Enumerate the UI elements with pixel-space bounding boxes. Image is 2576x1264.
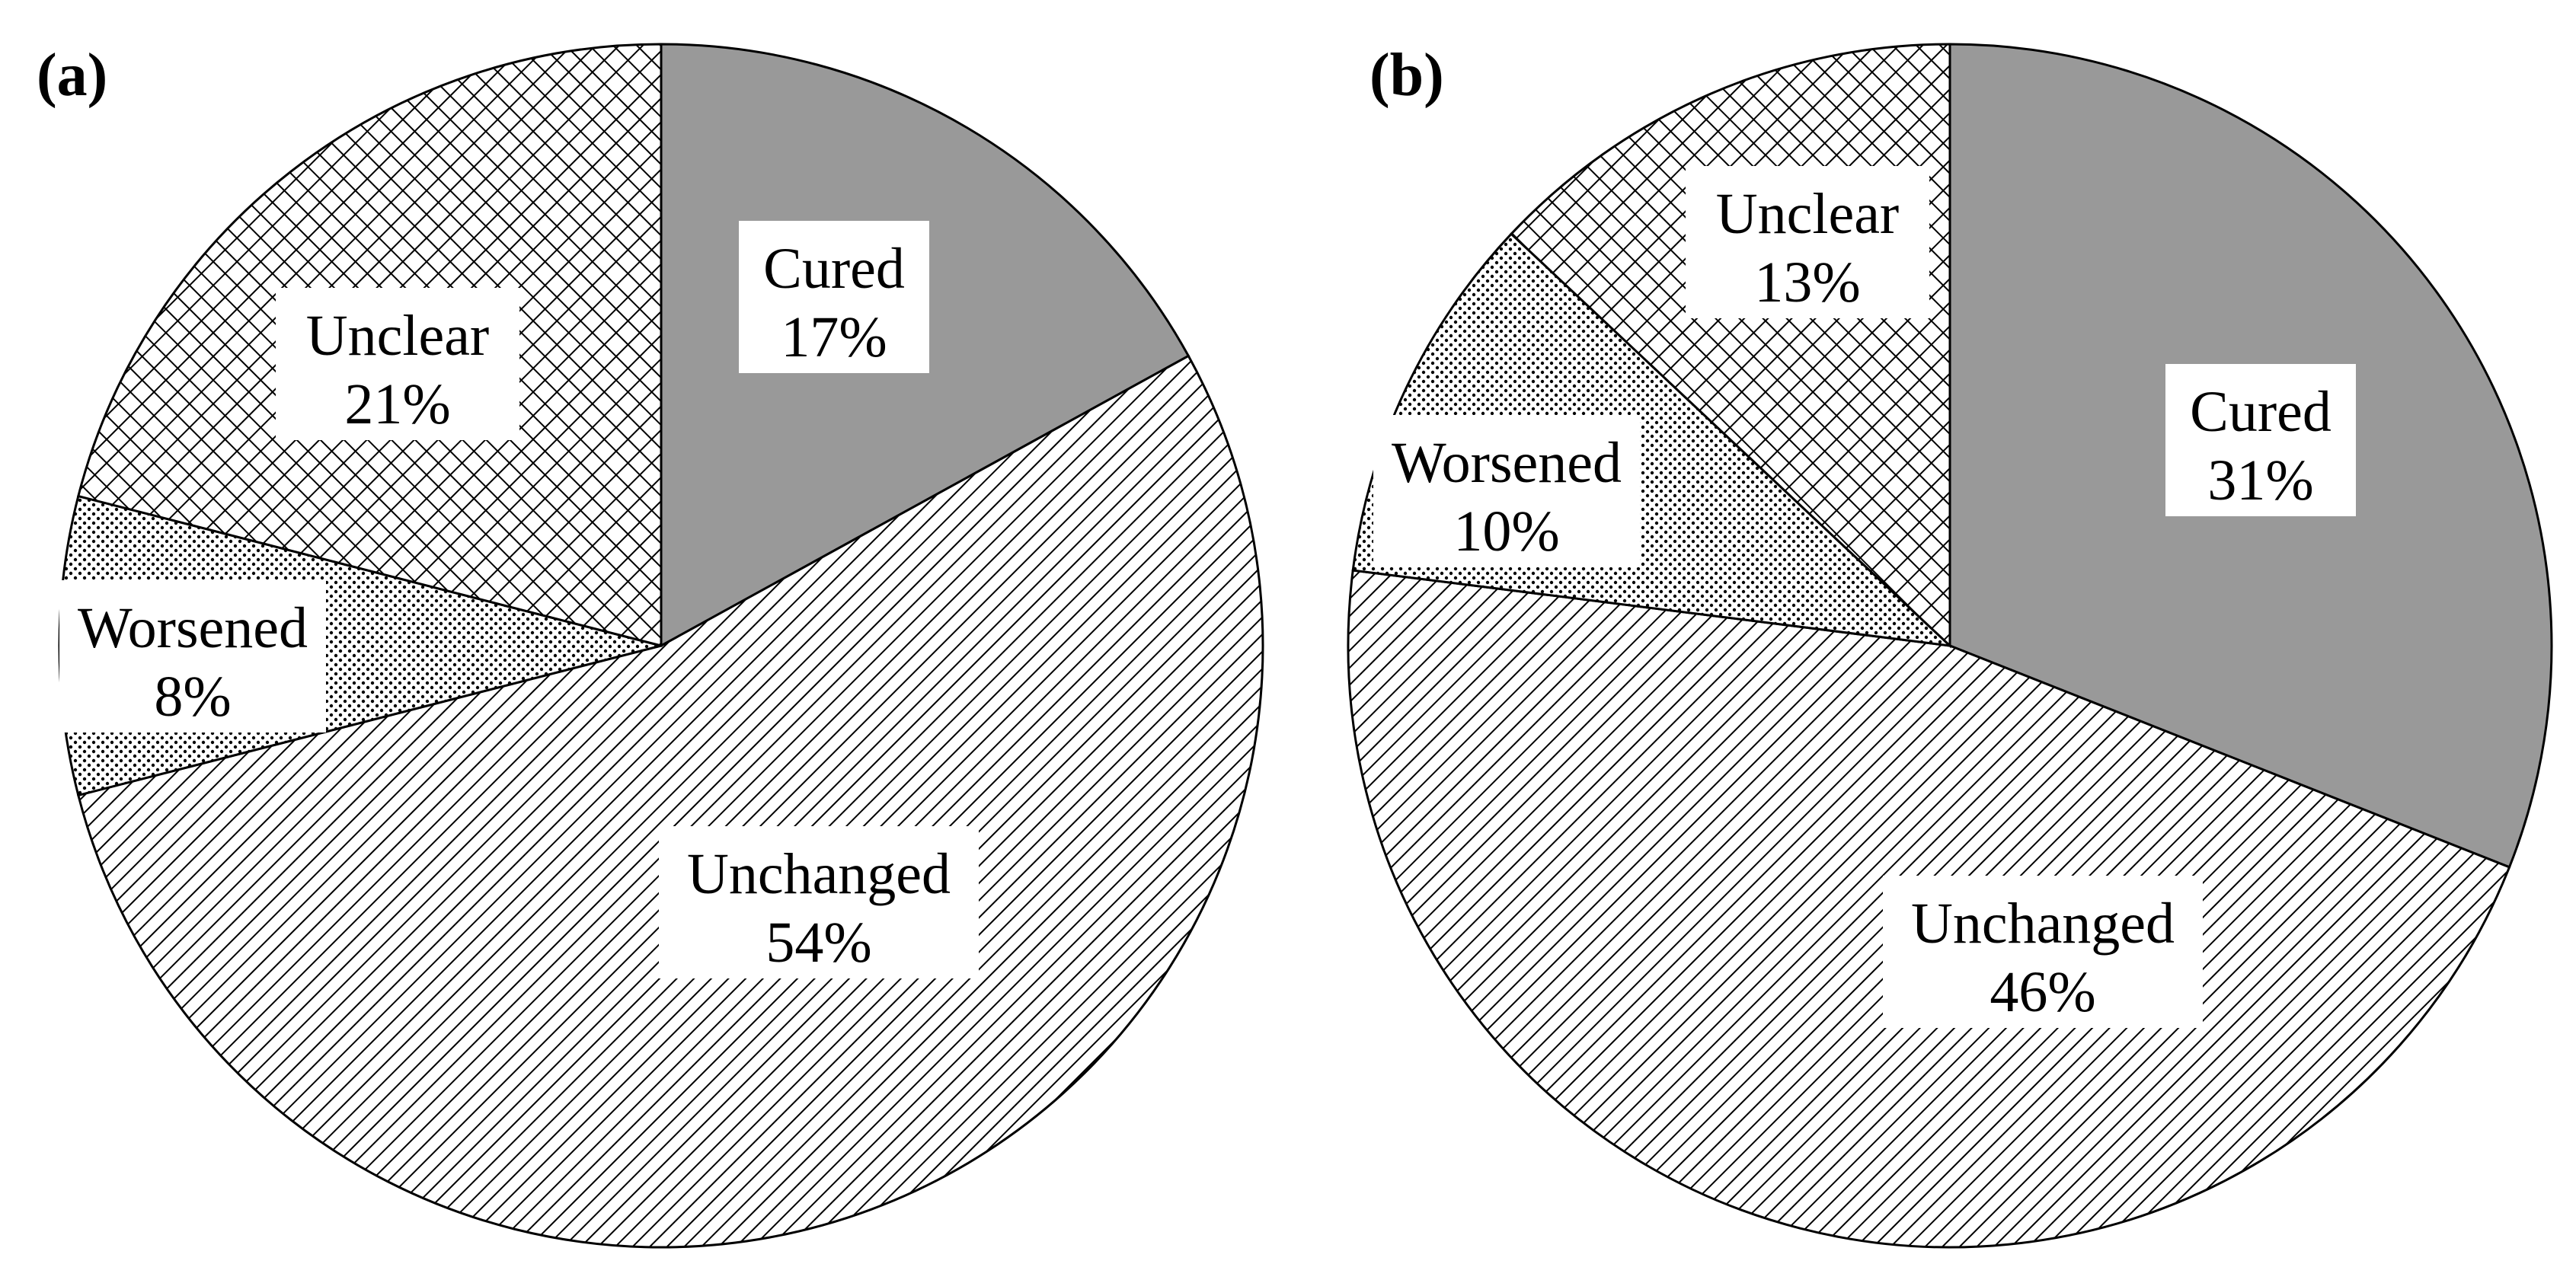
slice-label-unchanged: Unchanged [687,842,951,906]
slice-value-cured: 31% [2207,448,2313,512]
panel-label-a: (a) [37,42,107,109]
pie-b-slices [1347,43,2553,1249]
panel-label-b: (b) [1369,42,1444,109]
slice-value-worsened: 8% [154,665,231,729]
slice-label-box-cured [739,221,929,373]
slice-label-cured: Cured [763,237,905,301]
slice-value-unchanged: 54% [765,911,871,975]
slice-label-box-worsened [59,580,326,733]
slice-label-box-cured [2165,364,2356,516]
slice-value-unchanged: 46% [1990,960,2095,1024]
slice-value-cured: 17% [781,305,887,369]
slice-label-box-unchanged [1883,876,2203,1028]
slice-label-box-worsened [1373,415,1640,567]
slice-label-cured: Cured [2190,380,2332,444]
slice-value-unclear: 13% [1754,251,1860,314]
slice-label-worsened: Worsened [1392,431,1622,495]
slice-value-worsened: 10% [1453,500,1559,563]
slice-label-worsened: Worsened [78,596,308,660]
pie-slice-unchanged [76,354,1264,1249]
slice-value-unclear: 21% [344,372,450,436]
slice-label-unclear: Unclear [306,304,490,368]
slice-label-unchanged: Unchanged [1911,892,2175,956]
slice-label-box-unclear [276,288,519,440]
slice-label-unclear: Unclear [1716,182,1900,246]
slice-label-box-unclear [1686,166,1929,318]
slice-label-box-unchanged [659,826,979,978]
